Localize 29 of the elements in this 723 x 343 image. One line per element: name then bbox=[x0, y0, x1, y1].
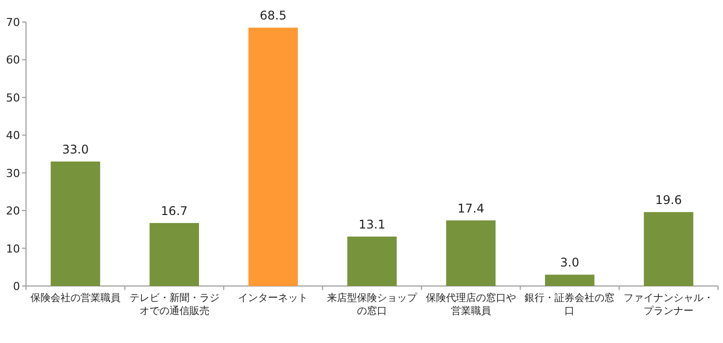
y-tick-label: 40 bbox=[6, 129, 20, 142]
data-label: 13.1 bbox=[358, 218, 386, 232]
x-tick-label: ファイナンシャル・プランナー bbox=[624, 293, 714, 317]
bar bbox=[347, 236, 397, 286]
bar bbox=[644, 212, 694, 286]
y-tick-label: 10 bbox=[6, 242, 20, 256]
bar bbox=[446, 220, 496, 286]
data-label: 17.4 bbox=[458, 201, 484, 216]
x-tick-label: インターネット bbox=[238, 293, 308, 304]
data-label: 16.7 bbox=[160, 204, 188, 218]
y-tick-label: 0 bbox=[13, 280, 20, 293]
x-tick-label: 保険代理店の窓口や営業職員 bbox=[426, 292, 516, 317]
bar bbox=[50, 162, 100, 286]
data-label: 33.0 bbox=[62, 142, 89, 157]
bar bbox=[248, 28, 298, 286]
data-label: 19.6 bbox=[655, 193, 682, 208]
data-label: 3.0 bbox=[560, 256, 580, 270]
y-tick-label: 20 bbox=[6, 204, 20, 218]
y-tick-label: 30 bbox=[6, 166, 20, 180]
x-tick-label: 保険会社の営業職員 bbox=[30, 292, 120, 304]
bar bbox=[150, 223, 199, 286]
x-tick-label: 銀行・証券会社の窓口 bbox=[524, 292, 615, 317]
y-tick-label: 70 bbox=[6, 16, 20, 29]
x-tick-label: 来店型保険ショップの窓口 bbox=[327, 292, 418, 317]
data-label: 68.5 bbox=[260, 8, 286, 23]
y-tick-label: 50 bbox=[6, 91, 20, 104]
x-tick-label: テレビ・新聞・ラジオでの通信販売 bbox=[129, 292, 220, 317]
y-tick-label: 60 bbox=[6, 54, 20, 67]
bar bbox=[545, 274, 594, 286]
